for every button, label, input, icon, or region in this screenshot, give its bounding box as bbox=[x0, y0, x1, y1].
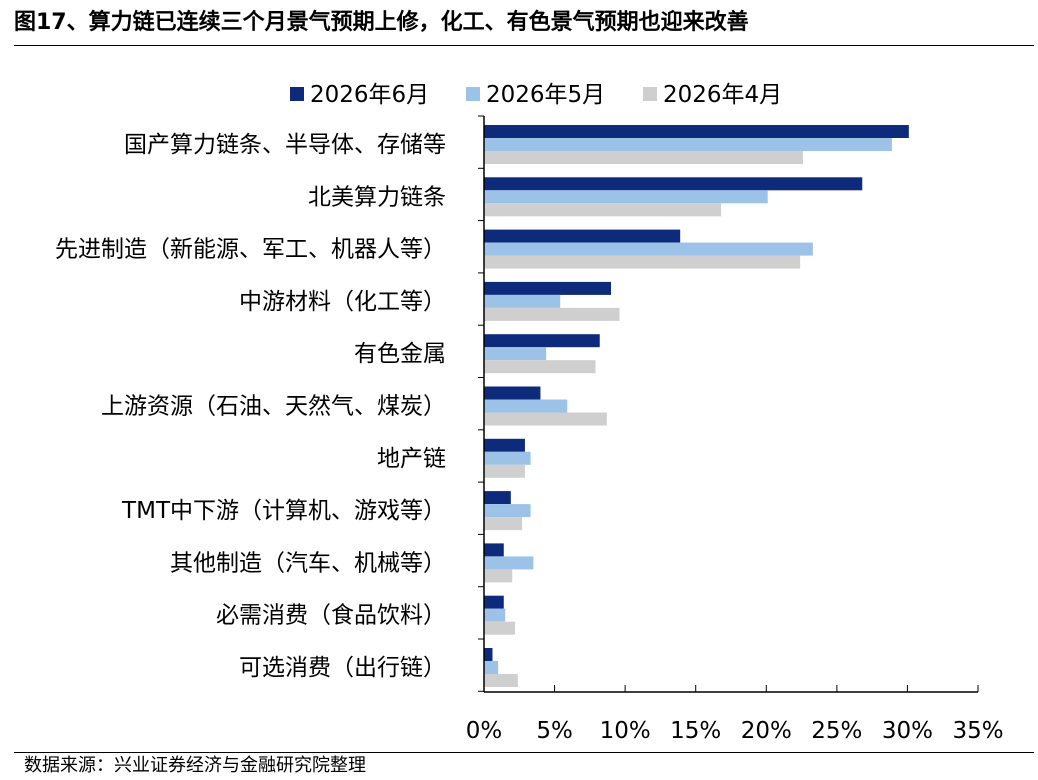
category-label: 地产链 bbox=[377, 446, 446, 472]
legend-item: 2026年5月 bbox=[466, 82, 605, 108]
category-label: 其他制造（汽车、机械等） bbox=[170, 550, 446, 576]
x-tick-label: 35% bbox=[952, 718, 1003, 744]
bar bbox=[484, 517, 523, 531]
bar bbox=[484, 281, 612, 295]
source-divider bbox=[14, 752, 1034, 753]
category-label: 有色金属 bbox=[354, 341, 446, 367]
bar bbox=[484, 177, 863, 191]
x-tick-label: 0% bbox=[466, 718, 503, 744]
bar-chart: 2026年6月 2026年5月 2026年4月 国产算力链条、半导体、存储等北美算力… bbox=[55, 82, 1004, 744]
bar bbox=[484, 661, 499, 674]
category-label: 先进制造（新能源、军工、机器人等） bbox=[55, 237, 446, 263]
legend-label: 2026年4月 bbox=[663, 82, 782, 108]
bar bbox=[484, 674, 518, 687]
bar bbox=[484, 138, 892, 151]
legend-label: 2026年5月 bbox=[486, 82, 605, 108]
category-label: TMT中下游（计算机、游戏等） bbox=[121, 498, 446, 524]
bar bbox=[484, 334, 600, 348]
bar bbox=[484, 556, 534, 570]
x-tick-label: 20% bbox=[741, 718, 792, 744]
legend-item: 2026年4月 bbox=[643, 82, 782, 108]
bar bbox=[484, 464, 525, 478]
figure-title: 图17、算力链已连续三个月景气预期上修，化工、有色景气预期也迎来改善 bbox=[14, 10, 749, 35]
title-divider bbox=[14, 45, 1034, 46]
category-label: 可选消费（出行链） bbox=[239, 655, 446, 681]
bar bbox=[484, 451, 531, 465]
bar bbox=[484, 648, 493, 661]
bar bbox=[484, 608, 506, 622]
bar bbox=[484, 255, 801, 269]
bar bbox=[484, 543, 504, 557]
legend-swatch bbox=[290, 87, 304, 101]
category-label: 中游材料（化工等） bbox=[239, 289, 446, 315]
bar bbox=[484, 229, 681, 243]
category-label: 必需消费（食品饮料） bbox=[216, 603, 446, 629]
x-tick-label: 5% bbox=[536, 718, 573, 744]
legend-item: 2026年6月 bbox=[290, 82, 429, 108]
legend-label: 2026年6月 bbox=[310, 82, 429, 108]
category-label: 北美算力链条 bbox=[308, 184, 446, 210]
bar bbox=[484, 412, 607, 426]
legend-swatch bbox=[643, 87, 657, 101]
bar bbox=[484, 399, 568, 413]
x-tick-label: 10% bbox=[600, 718, 651, 744]
bar bbox=[484, 386, 541, 400]
bar bbox=[484, 347, 547, 361]
category-label: 国产算力链条、半导体、存储等 bbox=[124, 132, 446, 158]
bar bbox=[484, 438, 525, 452]
bar bbox=[484, 190, 768, 204]
bar bbox=[484, 242, 813, 256]
chart-axes: 0% 5% 10% 15% 20% 25% 30% 35% bbox=[466, 115, 1004, 744]
bar bbox=[484, 491, 511, 505]
legend-swatch bbox=[466, 87, 480, 101]
category-label: 上游资源（石油、天然气、煤炭） bbox=[101, 394, 446, 420]
bar-series bbox=[484, 125, 909, 687]
source-note: 数据来源：兴业证券经济与金融研究院整理 bbox=[24, 755, 366, 776]
x-tick-label: 25% bbox=[811, 718, 862, 744]
bar bbox=[484, 360, 596, 374]
bar bbox=[484, 307, 620, 321]
chart-legend: 2026年6月 2026年5月 2026年4月 bbox=[290, 82, 782, 108]
x-tick-label: 30% bbox=[882, 718, 933, 744]
bar bbox=[484, 595, 504, 609]
bar bbox=[484, 203, 722, 217]
bar bbox=[484, 294, 561, 308]
x-tick-label: 15% bbox=[670, 718, 721, 744]
bar bbox=[484, 569, 513, 583]
bar bbox=[484, 125, 909, 138]
bar bbox=[484, 151, 803, 164]
bar bbox=[484, 621, 516, 635]
bar bbox=[484, 504, 531, 518]
